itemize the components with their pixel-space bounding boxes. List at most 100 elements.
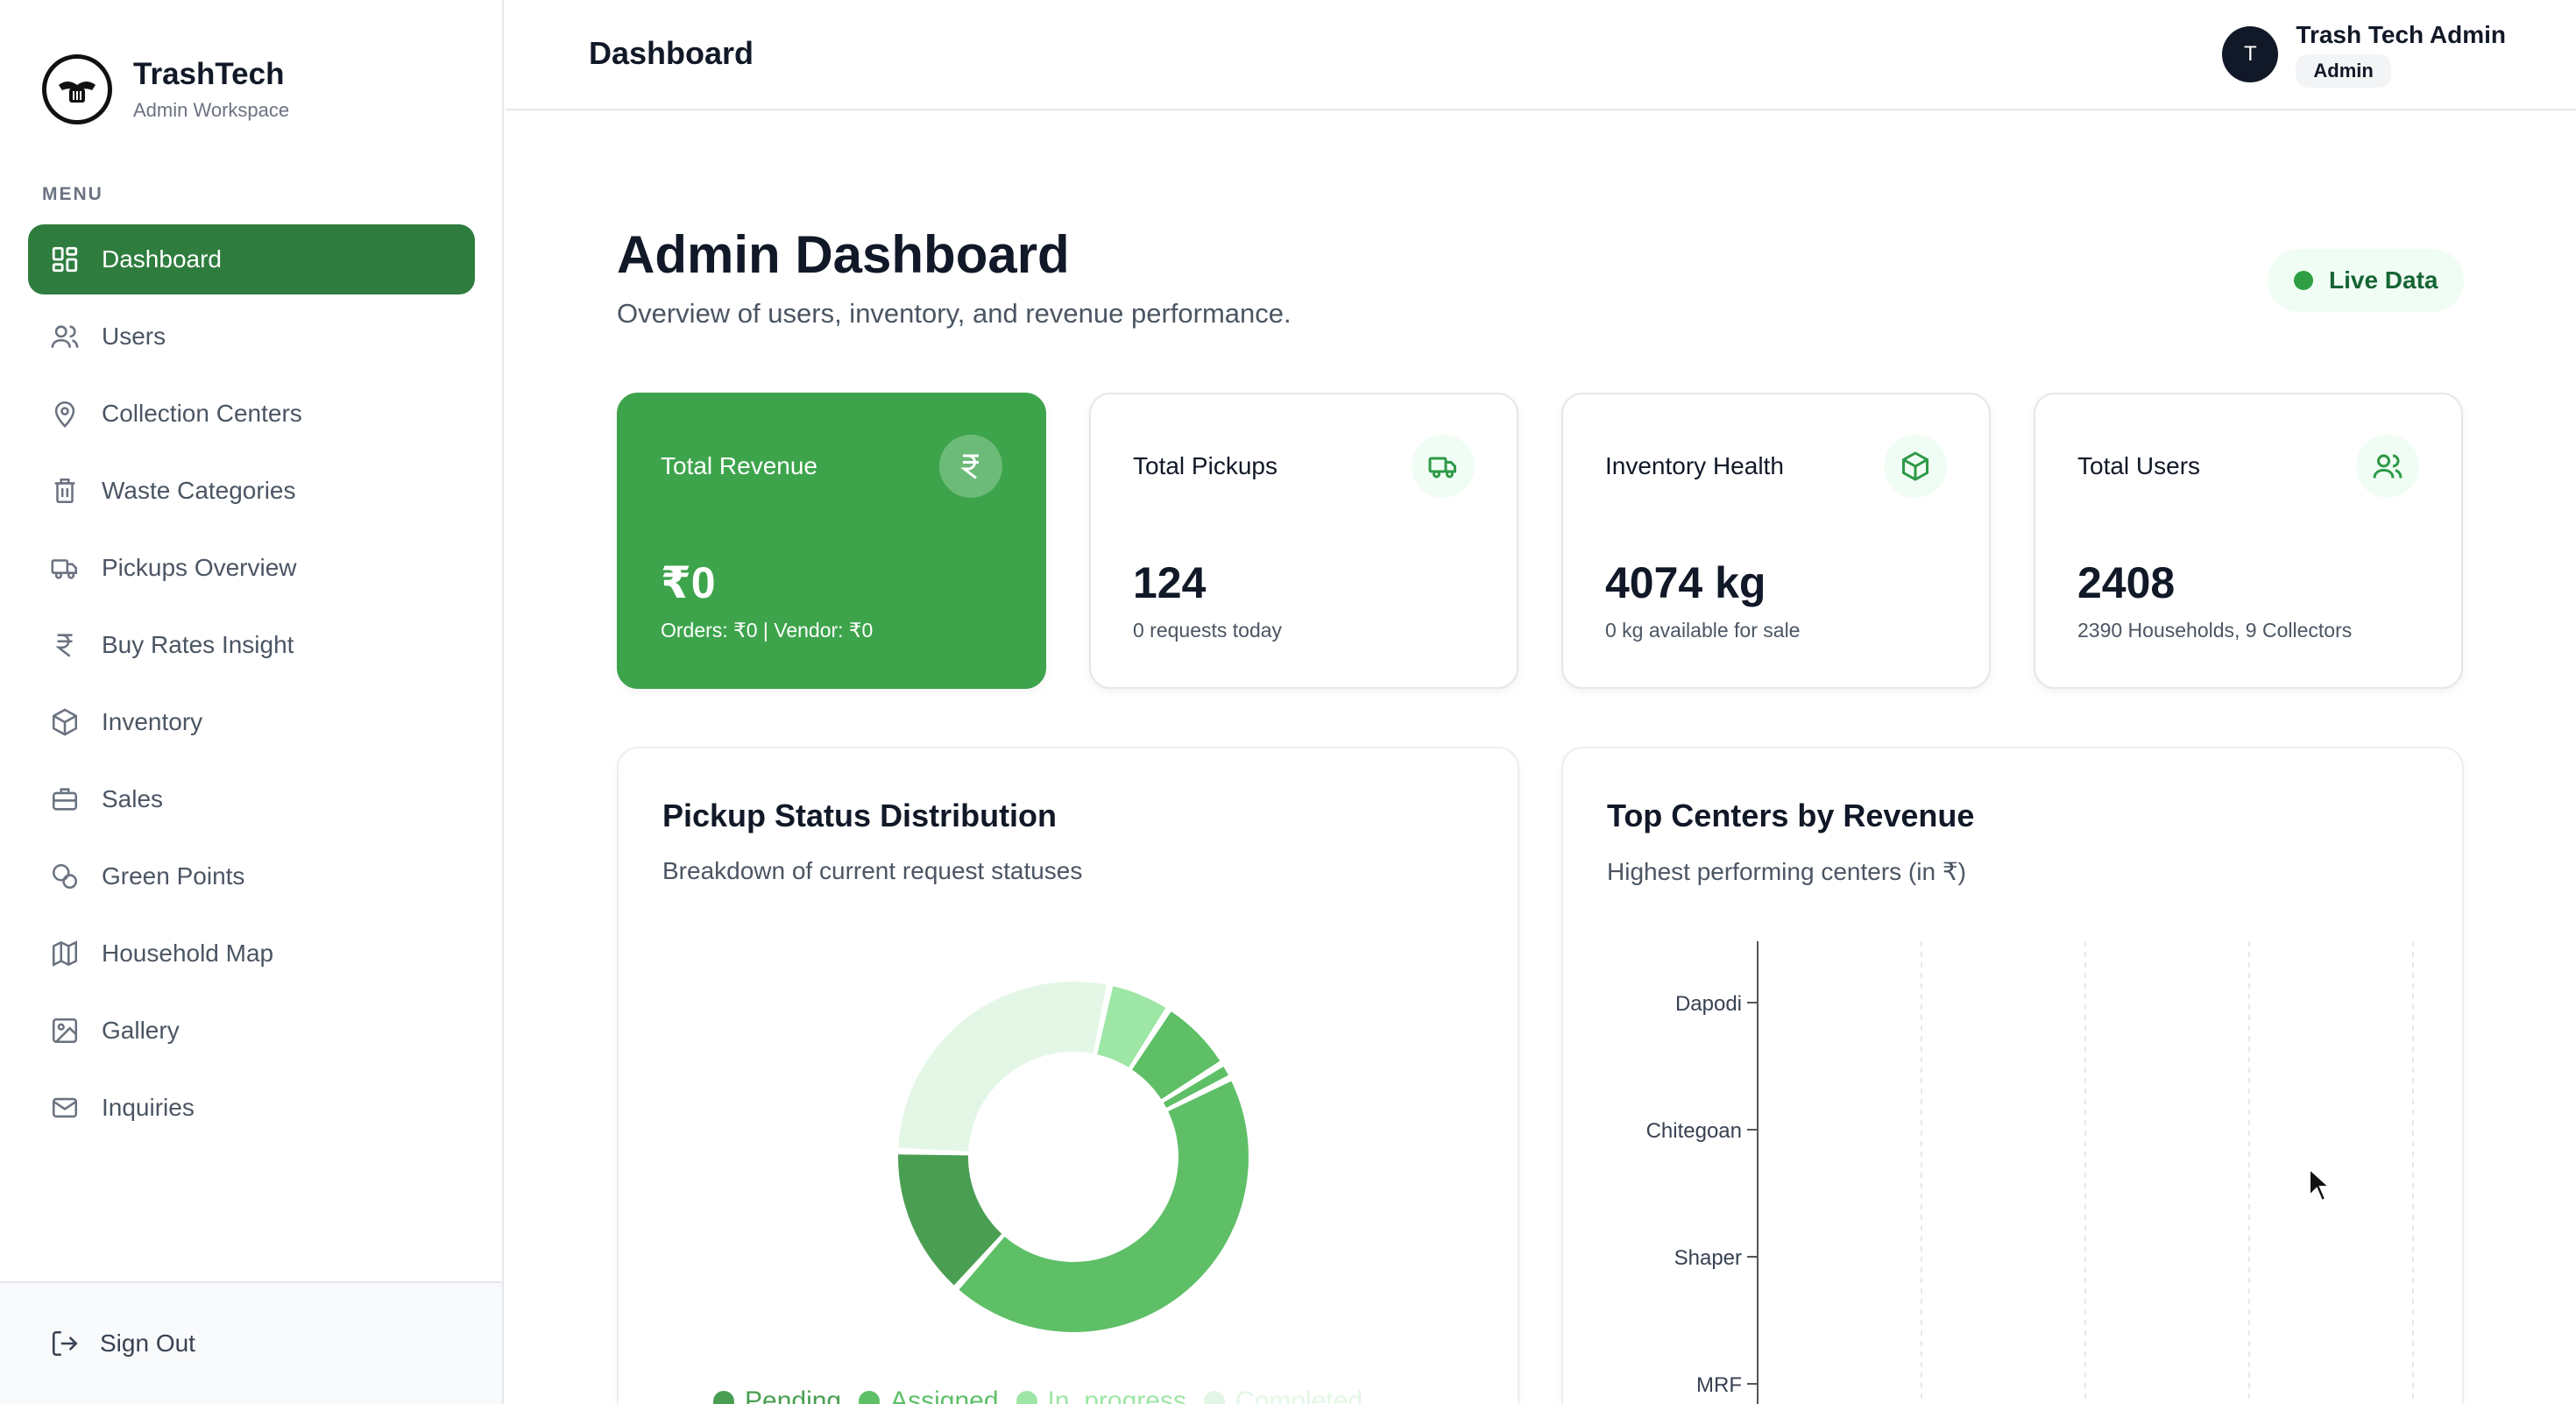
brand-subtitle: Admin Workspace: [133, 99, 290, 121]
card-title: Total Revenue: [661, 452, 818, 479]
legend-label: In_progress: [1047, 1386, 1186, 1404]
top-centers-bar-chart: Dapodi Chitegoan Shaper MRF: [1646, 941, 2414, 1404]
sidebar-item-label: Inventory: [102, 708, 203, 735]
page-title: Admin Dashboard: [617, 225, 1070, 284]
sidebar-item-label: Pickups Overview: [102, 554, 297, 581]
truck-icon: [49, 552, 81, 584]
card-note: 0 requests today: [1133, 619, 1283, 642]
y-tick-label: MRF: [1696, 1373, 1742, 1397]
sidebar-nav: Dashboard Users Collection Centers Waste…: [28, 224, 475, 1150]
sidebar-item-label: Dashboard: [102, 245, 222, 273]
y-tick-label: Dapodi: [1675, 992, 1742, 1016]
top-centers-panel: Top Centers by Revenue Highest performin…: [1561, 747, 2464, 1404]
legend-item[interactable]: Pending: [713, 1386, 841, 1404]
header-title: Dashboard: [589, 35, 754, 71]
card-value: 2408: [2077, 558, 2176, 607]
box-icon: [49, 706, 81, 738]
truck-icon: [1412, 435, 1475, 498]
sidebar-item-inventory[interactable]: Inventory: [28, 687, 475, 757]
legend-label: Pending: [745, 1386, 842, 1404]
donut-slice[interactable]: [959, 1081, 1249, 1332]
rupee-icon: [939, 435, 1002, 498]
sidebar-item-label: Users: [102, 323, 166, 350]
sidebar-item-collection-centers[interactable]: Collection Centers: [28, 379, 475, 449]
user-menu[interactable]: T Trash Tech Admin Admin: [2222, 21, 2506, 88]
mouse-cursor-icon: [2309, 1167, 2332, 1202]
user-name: Trash Tech Admin: [2296, 21, 2506, 48]
sidebar-item-dashboard[interactable]: Dashboard: [28, 224, 475, 294]
card-note: Orders: ₹0 | Vendor: ₹0: [661, 619, 874, 642]
legend-dot-icon: [1203, 1391, 1225, 1404]
legend-item[interactable]: Assigned: [859, 1386, 999, 1404]
sign-out-button[interactable]: Sign Out: [0, 1281, 502, 1404]
sidebar-item-sales[interactable]: Sales: [28, 764, 475, 834]
sidebar-item-gallery[interactable]: Gallery: [28, 996, 475, 1066]
live-dot-icon: [2294, 271, 2313, 290]
panel-subtitle: Highest performing centers (in ₹): [1607, 858, 1966, 885]
coins-icon: [49, 861, 81, 892]
card-value: 124: [1133, 558, 1207, 607]
sidebar-item-label: Collection Centers: [102, 400, 302, 427]
sidebar-item-label: Household Map: [102, 940, 274, 967]
donut-slice[interactable]: [1097, 986, 1166, 1067]
avatar[interactable]: T: [2222, 26, 2279, 82]
brand[interactable]: TrashTech Admin Workspace: [42, 54, 289, 124]
users-icon: [49, 321, 81, 352]
stat-card-total-revenue: Total Revenue ₹0 Orders: ₹0 | Vendor: ₹0: [617, 393, 1046, 689]
card-note: 0 kg available for sale: [1605, 619, 1801, 642]
sidebar-item-pickups-overview[interactable]: Pickups Overview: [28, 533, 475, 603]
page-subtitle: Overview of users, inventory, and revenu…: [617, 298, 1292, 329]
sidebar: TrashTech Admin Workspace MENU Dashboard…: [0, 0, 504, 1404]
sidebar-item-household-map[interactable]: Household Map: [28, 918, 475, 989]
logout-icon: [49, 1328, 81, 1359]
pickup-status-panel: Pickup Status Distribution Breakdown of …: [617, 747, 1519, 1404]
legend-label: Completed: [1235, 1386, 1363, 1404]
users-icon: [2356, 435, 2419, 498]
card-title: Inventory Health: [1605, 452, 1784, 479]
panel-title: Top Centers by Revenue: [1607, 798, 1975, 833]
map-pin-icon: [49, 398, 81, 429]
legend-dot-icon: [713, 1391, 734, 1404]
legend-dot-icon: [859, 1391, 881, 1404]
image-icon: [49, 1015, 81, 1046]
menu-label: MENU: [42, 184, 103, 204]
legend-label: Assigned: [890, 1386, 999, 1404]
sidebar-item-users[interactable]: Users: [28, 301, 475, 372]
map-icon: [49, 938, 81, 969]
chart-legend: Pending Assigned In_progress Completed: [713, 1386, 1380, 1404]
sign-out-label: Sign Out: [100, 1330, 195, 1357]
dashboard-grid-icon: [49, 244, 81, 275]
sidebar-item-inquiries[interactable]: Inquiries: [28, 1073, 475, 1143]
card-value: 4074 kg: [1605, 558, 1766, 607]
donut-slice[interactable]: [898, 1154, 1002, 1286]
top-header: Dashboard T Trash Tech Admin Admin: [506, 0, 2576, 110]
legend-item[interactable]: In_progress: [1016, 1386, 1186, 1404]
card-value: ₹0: [661, 558, 716, 607]
stat-card-total-pickups: Total Pickups 124 0 requests today: [1089, 393, 1518, 689]
donut-slice[interactable]: [898, 982, 1107, 1152]
briefcase-icon: [49, 784, 81, 815]
sidebar-item-buy-rates-insight[interactable]: Buy Rates Insight: [28, 610, 475, 680]
card-note: 2390 Households, 9 Collectors: [2077, 619, 2353, 642]
y-tick-label: Chitegoan: [1646, 1119, 1742, 1143]
live-data-badge: Live Data: [2268, 249, 2464, 312]
sidebar-item-label: Sales: [102, 785, 164, 812]
sidebar-item-label: Waste Categories: [102, 477, 296, 504]
legend-item[interactable]: Completed: [1203, 1386, 1363, 1404]
stat-card-total-users: Total Users 2408 2390 Households, 9 Coll…: [2034, 393, 2463, 689]
card-title: Total Users: [2077, 452, 2201, 479]
donut-slice[interactable]: [1132, 1011, 1221, 1100]
sidebar-item-green-points[interactable]: Green Points: [28, 841, 475, 911]
live-data-label: Live Data: [2329, 266, 2438, 294]
card-title: Total Pickups: [1133, 452, 1277, 479]
mail-icon: [49, 1092, 81, 1124]
rupee-icon: [49, 629, 81, 661]
panel-subtitle: Breakdown of current request statuses: [662, 857, 1083, 884]
brand-logo-icon: [42, 54, 112, 124]
user-role-badge: Admin: [2296, 54, 2391, 88]
trash-icon: [49, 475, 81, 507]
y-tick-label: Shaper: [1674, 1246, 1742, 1270]
legend-dot-icon: [1016, 1391, 1037, 1404]
sidebar-item-waste-categories[interactable]: Waste Categories: [28, 456, 475, 526]
donut-slice[interactable]: [1163, 1066, 1228, 1109]
